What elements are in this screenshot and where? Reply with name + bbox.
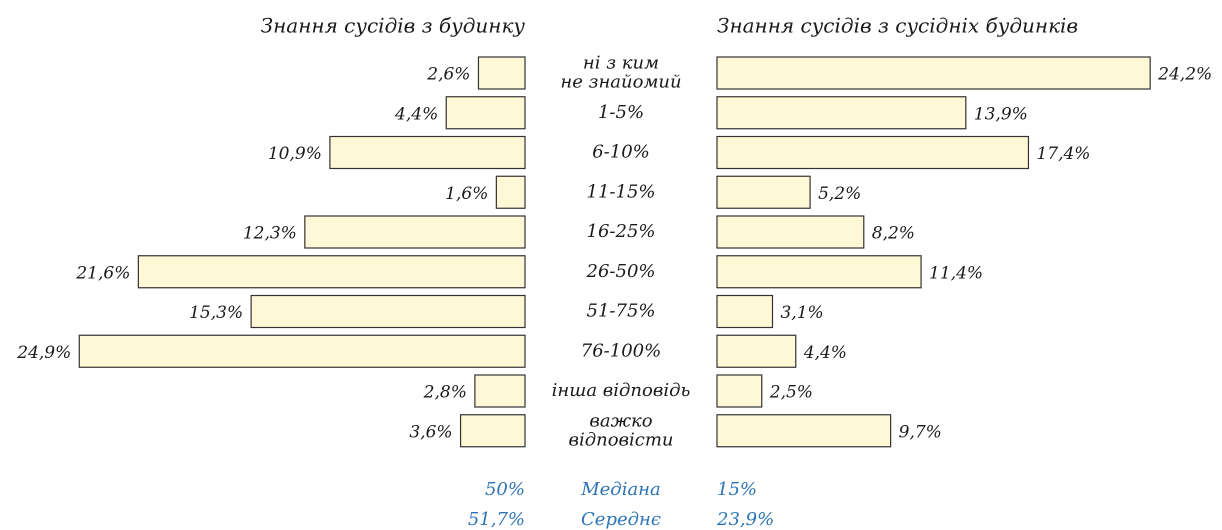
stat-name: Середнє: [581, 509, 661, 530]
value-label: 17,4%: [1036, 144, 1090, 164]
value-label: 12,3%: [243, 224, 297, 244]
category-label: 1-5%: [598, 102, 644, 123]
value-label: 21,6%: [75, 263, 130, 283]
category-label: 11-15%: [587, 181, 656, 202]
stat-value: 50%: [485, 479, 525, 500]
value-label: 3,1%: [780, 303, 823, 323]
bar: [716, 334, 797, 368]
bar: [477, 56, 526, 90]
value-label: 24,2%: [1157, 65, 1212, 85]
series-title: Знання сусідів з сусідніх будинків: [717, 14, 1078, 38]
value-label: 2,8%: [423, 383, 467, 403]
bar: [78, 334, 526, 368]
category-label: важко відповісти: [568, 410, 673, 450]
bar: [304, 215, 526, 249]
stat-value: 23,9%: [716, 509, 774, 530]
category-label: 51-75%: [587, 301, 656, 322]
value-label: 13,9%: [974, 104, 1028, 124]
value-label: 4,4%: [803, 343, 847, 363]
bar: [716, 56, 1151, 90]
bar: [716, 414, 892, 448]
value-label: 9,7%: [899, 422, 942, 442]
bar: [329, 135, 526, 170]
value-label: 2,5%: [769, 383, 813, 403]
bar: [716, 374, 763, 408]
category-label: 26-50%: [586, 261, 656, 282]
bar: [716, 294, 774, 329]
value-label: 24,9%: [16, 343, 71, 363]
bar: [474, 374, 526, 408]
bar: [716, 175, 811, 209]
category-label: інша відповідь: [552, 380, 691, 401]
bar: [250, 294, 526, 329]
stat-value: 15%: [717, 479, 757, 500]
category-label: 6-10%: [592, 142, 650, 163]
value-label: 11,4%: [929, 263, 983, 283]
bar: [137, 255, 526, 289]
bar: [716, 135, 1030, 170]
stat-value: 51,7%: [468, 509, 525, 530]
value-label: 5,2%: [818, 184, 861, 204]
series-title: Знання сусідів з будинку: [261, 14, 526, 38]
bar: [716, 255, 922, 289]
bar: [716, 96, 967, 130]
value-label: 15,3%: [189, 303, 243, 323]
value-label: 1,6%: [445, 184, 488, 204]
bar: [495, 175, 526, 209]
category-label: 16-25%: [587, 221, 656, 242]
value-label: 4,4%: [394, 104, 438, 124]
value-label: 3,6%: [409, 422, 452, 442]
category-label: 76-100%: [581, 340, 661, 361]
bar: [445, 96, 526, 130]
value-label: 2,6%: [426, 65, 470, 85]
stat-name: Медіана: [580, 479, 661, 500]
bar: [459, 414, 526, 448]
bar: [716, 215, 865, 249]
value-label: 8,2%: [872, 224, 915, 244]
category-label: ні з ким не знайомий: [560, 53, 681, 93]
value-label: 10,9%: [268, 144, 322, 164]
